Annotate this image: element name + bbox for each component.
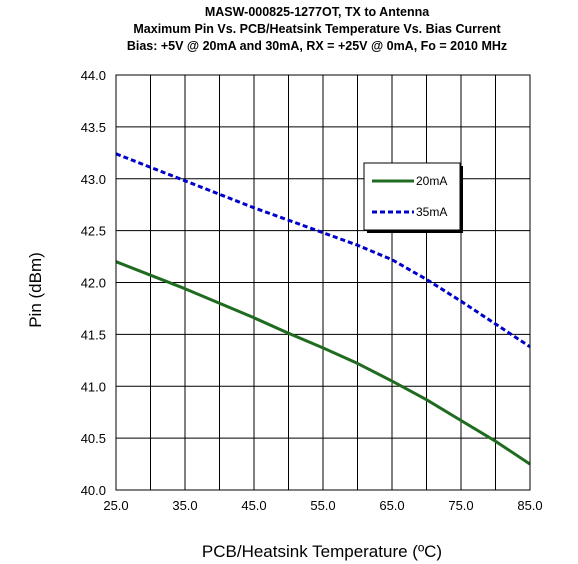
legend-label-35ma: 35mA [416, 205, 447, 219]
plot-frame [115, 74, 531, 491]
x-tick-label: 75.0 [448, 498, 473, 513]
y-tick-label: 42.0 [81, 276, 106, 291]
y-tick-label: 42.5 [81, 224, 106, 239]
y-axis-label: Pin (dBm) [26, 252, 45, 328]
grid [115, 74, 531, 491]
legend-label-20ma: 20mA [416, 174, 447, 188]
legend: 20mA 35mA [363, 162, 463, 233]
chart-title-line-3: Bias: +5V @ 20mA and 30mA, RX = +25V @ 0… [127, 39, 507, 53]
x-tick-label: 45.0 [241, 498, 266, 513]
chart-title: MASW-000825-1277OT, TX to Antenna Maximu… [127, 5, 507, 53]
legend-box [363, 162, 461, 231]
series-line-35ma [115, 152, 531, 349]
x-axis-label: PCB/Heatsink Temperature (ºC) [202, 542, 442, 561]
x-tick-label: 85.0 [517, 498, 542, 513]
chart-title-line-1: MASW-000825-1277OT, TX to Antenna [205, 5, 430, 19]
y-tick-label: 41.0 [81, 379, 106, 394]
y-tick-label: 40.5 [81, 431, 106, 446]
x-tick-label: 55.0 [310, 498, 335, 513]
x-tick-label: 25.0 [103, 498, 128, 513]
y-axis-ticks: 40.0 40.5 41.0 41.5 42.0 42.5 43.0 43.5 44.0 [81, 68, 106, 498]
x-tick-label: 65.0 [379, 498, 404, 513]
chart-title-line-2: Maximum Pin Vs. PCB/Heatsink Temperature… [133, 22, 501, 36]
y-tick-label: 41.5 [81, 327, 106, 342]
x-tick-label: 35.0 [172, 498, 197, 513]
y-tick-label: 44.0 [81, 68, 106, 83]
series-lines [115, 152, 531, 466]
y-tick-label: 43.5 [81, 120, 106, 135]
y-tick-label: 40.0 [81, 483, 106, 498]
series-line-20ma [115, 260, 531, 466]
y-tick-label: 43.0 [81, 172, 106, 187]
x-axis-ticks: 25.0 35.0 45.0 55.0 65.0 75.0 85.0 [103, 498, 542, 513]
